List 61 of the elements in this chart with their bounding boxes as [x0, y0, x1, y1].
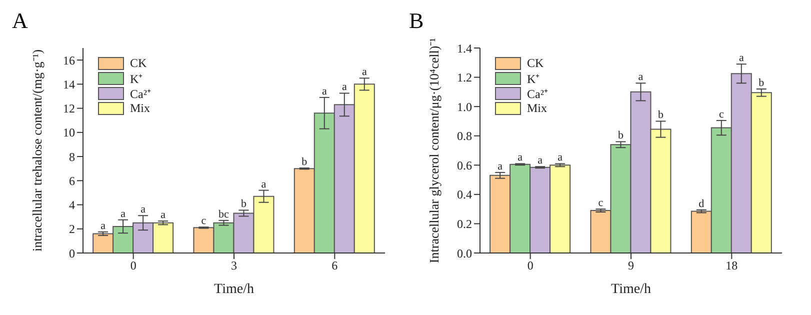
legend-label: K⁺ [527, 71, 540, 87]
y-tick-label: 0.4 [457, 188, 472, 202]
y-tick-label: 1.4 [457, 41, 472, 56]
legend-label: Ca²⁺ [527, 86, 548, 102]
x-tick-label: 6 [332, 258, 338, 273]
annotation: a [498, 160, 503, 172]
chart-title: B [409, 8, 424, 34]
annotation: a [362, 66, 367, 78]
y-tick-label: 0.0 [457, 246, 472, 260]
annotation: b [302, 156, 308, 168]
y-tick-label: 4 [69, 198, 75, 212]
annotation: a [140, 204, 146, 216]
y-tick-label: 1.0 [457, 100, 472, 114]
y-axis-title: intracellular trehalose content/(mg·g⁻¹) [30, 49, 45, 252]
y-tick-label: 1.2 [457, 70, 472, 85]
annotation: bc [218, 208, 230, 220]
annotation: a [120, 208, 126, 220]
x-tick-label: 0 [130, 258, 136, 273]
y-tick-label: 8 [69, 150, 75, 164]
annotation: b [618, 130, 624, 142]
annotation: c [598, 197, 604, 210]
annotation: a [518, 152, 523, 164]
annotation: a [100, 220, 106, 232]
y-tick-label: 0.8 [457, 129, 472, 144]
y-tick-label: 0 [69, 246, 75, 260]
annotation: b [658, 109, 664, 122]
annotation: a [261, 178, 266, 190]
y-tick-label: 16 [63, 53, 75, 68]
annotation: d [698, 198, 705, 210]
x-tick-label: 3 [231, 258, 237, 273]
annotation: b [758, 77, 765, 89]
x-axis-title: Time/h [611, 282, 651, 297]
y-axis-title: Intracellular glycerol content/μg·(10⁴cell)⁻¹ [426, 38, 442, 264]
y-tick-label: 14 [63, 77, 75, 92]
annotation: a [558, 152, 563, 164]
legend-label: Mix [527, 101, 548, 116]
x-axis-title: Time/h [214, 282, 254, 297]
y-tick-label: 0.2 [457, 216, 472, 231]
y-tick-label: 0.6 [457, 158, 472, 172]
legend-label: CK [130, 56, 147, 71]
legend-label: Mix [130, 101, 150, 116]
x-tick-label: 0 [527, 258, 534, 273]
annotation: a [342, 81, 347, 94]
annotation: c [718, 108, 724, 120]
annotation: c [201, 215, 206, 228]
y-tick-label: 2 [69, 222, 75, 236]
y-tick-label: 12 [63, 102, 75, 116]
x-tick-label: 18 [726, 258, 738, 273]
annotation: a [538, 154, 543, 167]
legend-label: Ca²⁺ [130, 86, 151, 102]
x-tick-label: 9 [628, 258, 634, 273]
legend-label: K⁺ [130, 71, 143, 87]
y-tick-label: 6 [69, 174, 75, 188]
y-tick-label: 10 [63, 126, 75, 140]
legend-label: CK [527, 56, 544, 71]
annotation: a [322, 85, 327, 98]
annotation: a [160, 209, 166, 222]
chart-title: A [12, 8, 28, 34]
annotation: a [738, 52, 744, 64]
annotation: a [638, 71, 644, 84]
annotation: b [240, 198, 247, 210]
